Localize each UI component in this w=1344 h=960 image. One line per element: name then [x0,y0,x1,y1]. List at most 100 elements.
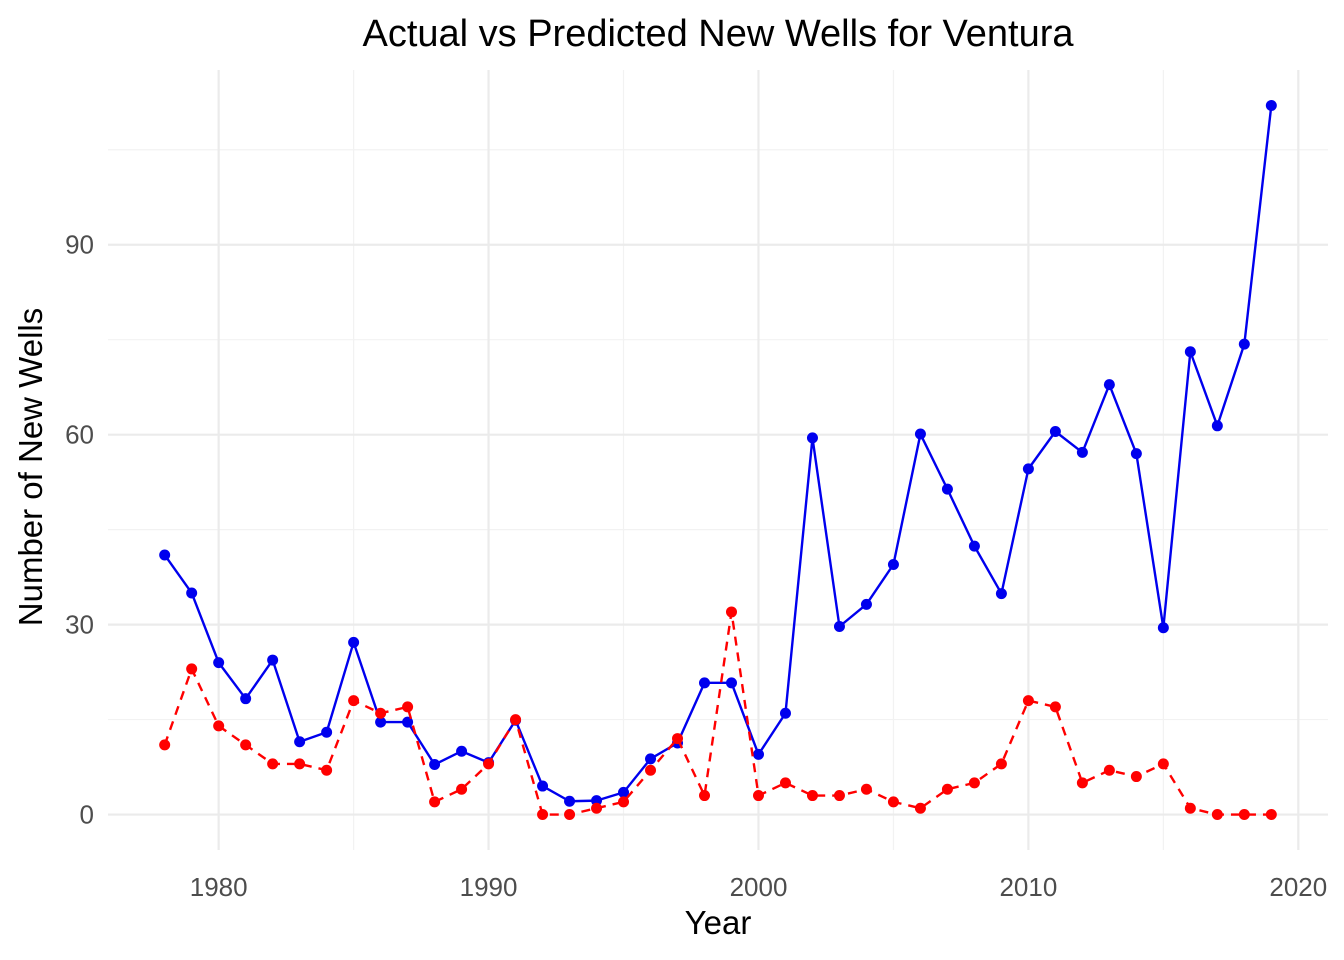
data-point [429,759,441,771]
data-point [1211,420,1223,432]
data-point [591,802,603,814]
data-point [1076,446,1088,458]
data-point [833,621,845,633]
data-point [860,598,872,610]
data-point [1022,463,1034,475]
series-group [159,99,1277,821]
data-point [1238,809,1250,821]
data-point [914,802,926,814]
data-point [806,790,818,802]
data-point [267,758,279,770]
x-axis-title: Year [685,904,752,941]
data-point [725,677,737,689]
x-tick-label: 2020 [1269,872,1327,902]
data-point [1184,346,1196,358]
data-point [456,783,468,795]
data-point [375,707,387,719]
data-point [402,716,414,728]
data-point [348,636,360,648]
data-point [564,795,576,807]
data-point [806,432,818,444]
data-point [591,795,603,807]
data-point [1265,809,1277,821]
grid [108,70,1328,850]
data-point [1049,701,1061,713]
data-point [240,739,252,751]
data-point [1103,764,1115,776]
y-tick-label: 60 [65,420,94,450]
data-point [914,428,926,440]
data-point [240,693,252,705]
data-point [1238,338,1250,350]
data-point [1022,695,1034,707]
series-line [163,105,1273,803]
data-point [968,777,980,789]
data-point [618,786,630,798]
x-tick-label: 1980 [190,872,248,902]
data-point [968,540,980,552]
data-point [456,745,468,757]
data-point [213,657,225,669]
y-tick-label: 90 [65,230,94,260]
series-1 [159,606,1277,821]
data-point [752,748,764,760]
data-point [779,707,791,719]
data-point [375,716,387,728]
y-tick-labels: 0 30 60 90 [65,230,94,830]
data-point [1103,379,1115,391]
data-point [294,758,306,770]
data-point [645,764,657,776]
data-point [779,777,791,789]
data-point [321,726,333,738]
data-point [1130,771,1142,783]
data-point [429,796,441,808]
data-point [941,783,953,795]
data-point [1049,426,1061,438]
x-tick-label: 2000 [730,872,788,902]
x-tick-label: 1990 [460,872,518,902]
data-point [537,780,549,792]
y-axis-title: Number of New Wells [12,308,49,626]
data-point [672,733,684,745]
data-point [1265,99,1277,111]
data-point [1130,448,1142,460]
data-point [213,720,225,732]
data-point [159,549,171,561]
y-tick-label: 30 [65,610,94,640]
data-point [1157,622,1169,634]
data-point [699,790,711,802]
data-point [618,796,630,808]
data-point [348,695,360,707]
data-point [887,558,899,570]
data-point [1076,777,1088,789]
x-tick-label: 2010 [999,872,1057,902]
x-tick-labels: 1980 1990 2000 2010 2020 [190,872,1327,902]
data-point [995,758,1007,770]
data-point [887,796,899,808]
data-point [941,483,953,495]
data-point [995,588,1007,600]
data-point [833,790,845,802]
data-point [159,739,171,751]
data-point [537,809,549,821]
series-0 [159,99,1277,807]
data-point [699,677,711,689]
data-point [321,764,333,776]
chart-title: Actual vs Predicted New Wells for Ventur… [362,13,1074,55]
data-point [186,663,198,675]
data-point [402,701,414,713]
data-point [564,809,576,821]
data-point [186,587,198,599]
data-point [1184,802,1196,814]
data-point [752,790,764,802]
data-point [1211,809,1223,821]
data-point [483,758,495,770]
series-line [163,610,1272,816]
y-tick-label: 0 [80,800,94,830]
data-point [1157,758,1169,770]
data-point [860,783,872,795]
data-point [294,736,306,748]
data-point [725,606,737,618]
data-point [645,753,657,765]
